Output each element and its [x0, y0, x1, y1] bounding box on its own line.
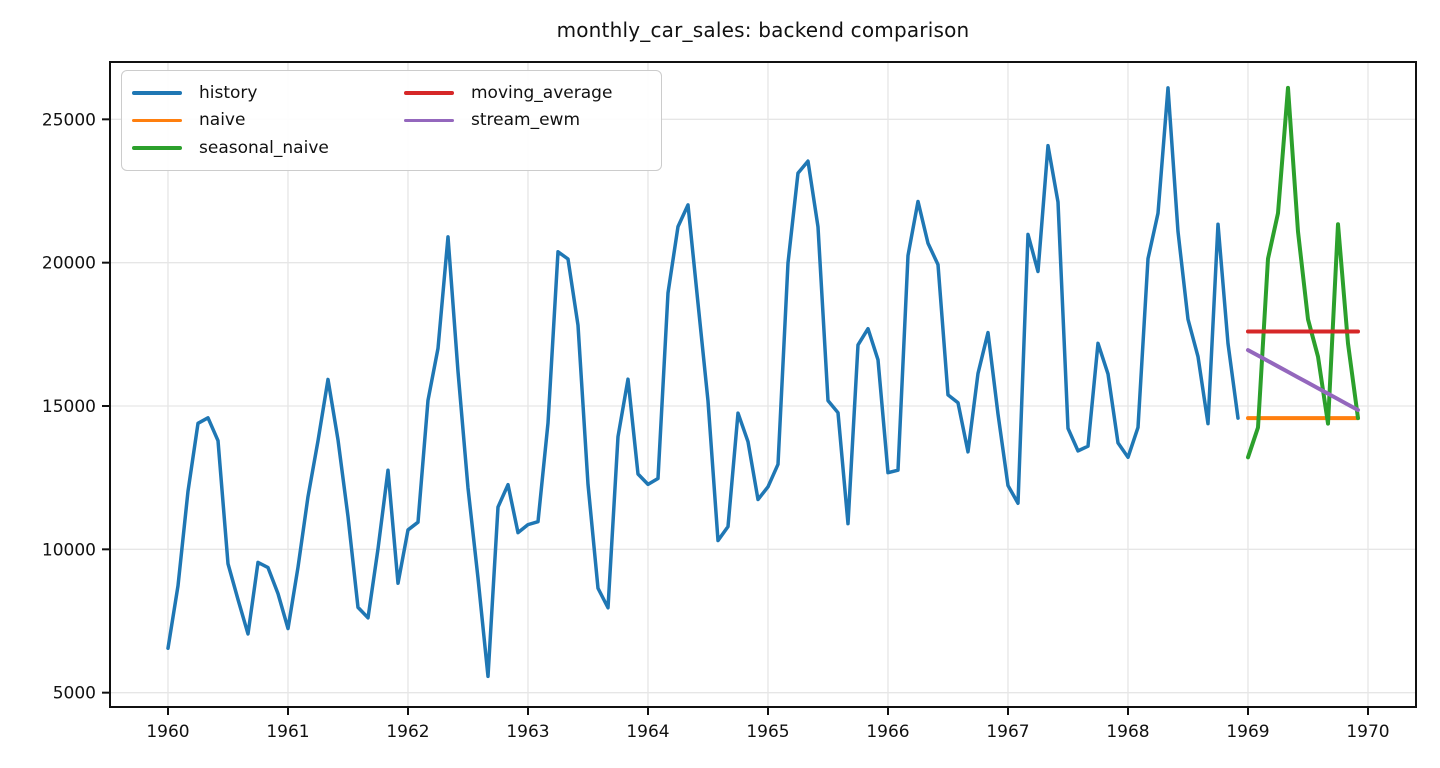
legend-label-seasonal-naive: seasonal_naive — [199, 138, 329, 159]
x-tick-label: 1961 — [266, 722, 309, 742]
legend-item-seasonal-naive: seasonal_naive — [132, 134, 404, 162]
chart-title: monthly_car_sales: backend comparison — [556, 18, 970, 42]
legend-label-moving-average: moving_average — [471, 82, 613, 103]
legend-item-history: history — [132, 79, 404, 107]
y-tick-label: 20000 — [42, 254, 96, 274]
stream-ewm-line-swatch — [404, 118, 454, 123]
legend-label-stream-ewm: stream_ewm — [471, 110, 580, 131]
y-tick-label: 25000 — [42, 110, 96, 130]
naive-line-swatch — [132, 118, 182, 123]
legend-label-naive: naive — [199, 110, 246, 131]
legend-label-history: history — [199, 82, 258, 103]
x-tick-label: 1963 — [506, 722, 549, 742]
legend-item-moving-average: moving_average — [404, 79, 651, 107]
seasonal-naive-line-swatch — [132, 146, 182, 150]
x-tick-label: 1967 — [986, 722, 1029, 742]
history-line-swatch — [132, 91, 182, 95]
moving-average-line-swatch — [404, 91, 454, 95]
x-tick-label: 1960 — [146, 722, 189, 742]
series-line-stream_ewm — [1246, 348, 1360, 413]
y-tick-label: 15000 — [42, 397, 96, 417]
y-tick-label: 10000 — [42, 540, 96, 560]
series-line-seasonal_naive — [1246, 85, 1360, 460]
x-tick-label: 1968 — [1106, 722, 1149, 742]
x-tick-label: 1965 — [746, 722, 789, 742]
legend-item-stream-ewm: stream_ewm — [404, 107, 651, 135]
y-tick-label: 5000 — [53, 684, 96, 704]
series-line-history — [166, 86, 1240, 679]
legend: history naive seasonal_naive moving_aver… — [121, 70, 662, 171]
x-tick-label: 1966 — [866, 722, 909, 742]
x-tick-label: 1964 — [626, 722, 669, 742]
legend-item-naive: naive — [132, 107, 404, 135]
x-tick-label: 1969 — [1226, 722, 1269, 742]
axes-spines — [109, 61, 1417, 708]
x-tick-label: 1962 — [386, 722, 429, 742]
x-tick-label: 1970 — [1346, 722, 1389, 742]
